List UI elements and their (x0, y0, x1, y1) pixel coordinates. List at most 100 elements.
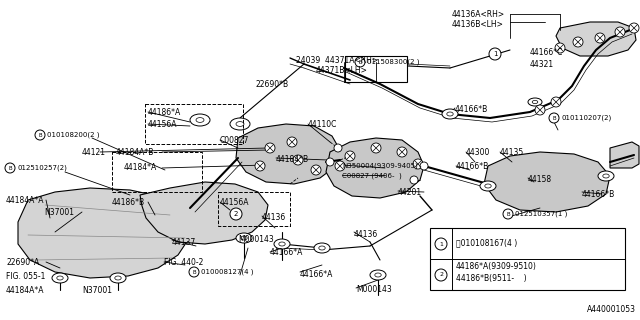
Circle shape (503, 209, 513, 219)
Text: N350004(9309-9405): N350004(9309-9405) (342, 162, 418, 169)
Text: 44158: 44158 (528, 175, 552, 184)
Polygon shape (556, 22, 636, 56)
Ellipse shape (196, 118, 204, 123)
Ellipse shape (603, 174, 609, 178)
Circle shape (397, 147, 407, 157)
Text: B: B (506, 212, 510, 217)
Circle shape (435, 238, 447, 250)
Circle shape (551, 97, 561, 107)
Circle shape (5, 163, 15, 173)
Ellipse shape (442, 109, 458, 119)
Circle shape (35, 130, 45, 140)
Ellipse shape (447, 112, 453, 116)
Circle shape (413, 159, 423, 169)
Text: 44300: 44300 (466, 148, 490, 157)
Text: 010108200(2 ): 010108200(2 ) (47, 132, 99, 138)
Text: 44166*C: 44166*C (530, 48, 563, 57)
Ellipse shape (375, 273, 381, 277)
Text: 2: 2 (439, 273, 443, 277)
Text: 44156A: 44156A (148, 120, 177, 129)
Text: 44110C: 44110C (308, 120, 337, 129)
Bar (218, 192, 290, 226)
Circle shape (371, 143, 381, 153)
Circle shape (355, 57, 365, 67)
Ellipse shape (319, 246, 325, 250)
Text: 44156A: 44156A (220, 198, 250, 207)
Text: 22690*A: 22690*A (6, 258, 39, 267)
Text: 44135: 44135 (500, 148, 524, 157)
Circle shape (615, 27, 625, 37)
Text: 44186*B: 44186*B (112, 198, 145, 207)
Text: 44166*A: 44166*A (300, 270, 333, 279)
Text: 44184A*A: 44184A*A (6, 286, 45, 295)
Ellipse shape (528, 98, 542, 106)
Circle shape (293, 155, 303, 165)
Ellipse shape (110, 273, 126, 283)
Ellipse shape (274, 239, 290, 249)
Text: B: B (552, 116, 556, 121)
Circle shape (573, 37, 583, 47)
Text: 44136: 44136 (354, 230, 378, 239)
Polygon shape (326, 138, 424, 198)
Circle shape (420, 162, 428, 170)
Polygon shape (140, 182, 268, 244)
Circle shape (287, 137, 297, 147)
Circle shape (345, 151, 355, 161)
Bar (112, 152, 202, 192)
Circle shape (435, 269, 447, 281)
Text: 44166*B: 44166*B (582, 190, 615, 199)
Ellipse shape (279, 242, 285, 246)
Ellipse shape (115, 276, 121, 280)
Ellipse shape (57, 276, 63, 280)
Text: 44184A*A: 44184A*A (6, 196, 45, 205)
Text: FIG. 055-1: FIG. 055-1 (6, 272, 45, 281)
Ellipse shape (314, 243, 330, 253)
Ellipse shape (241, 236, 247, 240)
Polygon shape (18, 188, 190, 278)
Text: 010110207(2): 010110207(2) (561, 115, 611, 121)
Text: 44186*A(9309-9510): 44186*A(9309-9510) (456, 262, 537, 271)
Text: M000143: M000143 (356, 285, 392, 294)
Circle shape (230, 208, 242, 220)
Ellipse shape (370, 270, 386, 280)
Text: 44184*B: 44184*B (276, 155, 309, 164)
Circle shape (255, 161, 265, 171)
Polygon shape (236, 124, 340, 184)
Text: B: B (358, 60, 362, 65)
Bar (145, 104, 243, 144)
Text: N37001: N37001 (82, 286, 112, 295)
Circle shape (410, 176, 418, 184)
Circle shape (334, 144, 342, 152)
Circle shape (335, 161, 345, 171)
Ellipse shape (532, 100, 538, 104)
Text: 44201: 44201 (398, 188, 422, 197)
Circle shape (326, 158, 334, 166)
Text: 44121: 44121 (82, 148, 106, 157)
Text: 44136A<RH>: 44136A<RH> (452, 10, 505, 19)
Text: 44184A*B: 44184A*B (116, 148, 154, 157)
Ellipse shape (52, 273, 68, 283)
Text: C00827 (9406-  ): C00827 (9406- ) (342, 172, 402, 179)
Text: 44166*B: 44166*B (456, 162, 489, 171)
Text: 44184*A: 44184*A (124, 163, 157, 172)
Circle shape (189, 267, 199, 277)
Text: A440001053: A440001053 (587, 305, 636, 314)
Text: FIG. 440-2: FIG. 440-2 (164, 258, 204, 267)
Circle shape (549, 113, 559, 123)
Circle shape (595, 33, 605, 43)
Text: 44136B<LH>: 44136B<LH> (452, 20, 504, 29)
Text: 44166*A: 44166*A (270, 248, 303, 257)
Text: M000143: M000143 (238, 235, 274, 244)
Ellipse shape (190, 114, 210, 126)
Circle shape (265, 143, 275, 153)
Circle shape (555, 43, 565, 53)
Text: 1: 1 (493, 51, 497, 57)
Text: 010008127(4 ): 010008127(4 ) (201, 269, 253, 275)
Ellipse shape (230, 118, 250, 130)
Text: 24039  44371A<RH>: 24039 44371A<RH> (296, 56, 378, 65)
Text: Ⓑ010108167(4 ): Ⓑ010108167(4 ) (456, 238, 517, 247)
Text: 44136: 44136 (262, 213, 286, 222)
Polygon shape (610, 142, 639, 168)
Circle shape (489, 48, 501, 60)
Text: 44137: 44137 (172, 238, 196, 247)
